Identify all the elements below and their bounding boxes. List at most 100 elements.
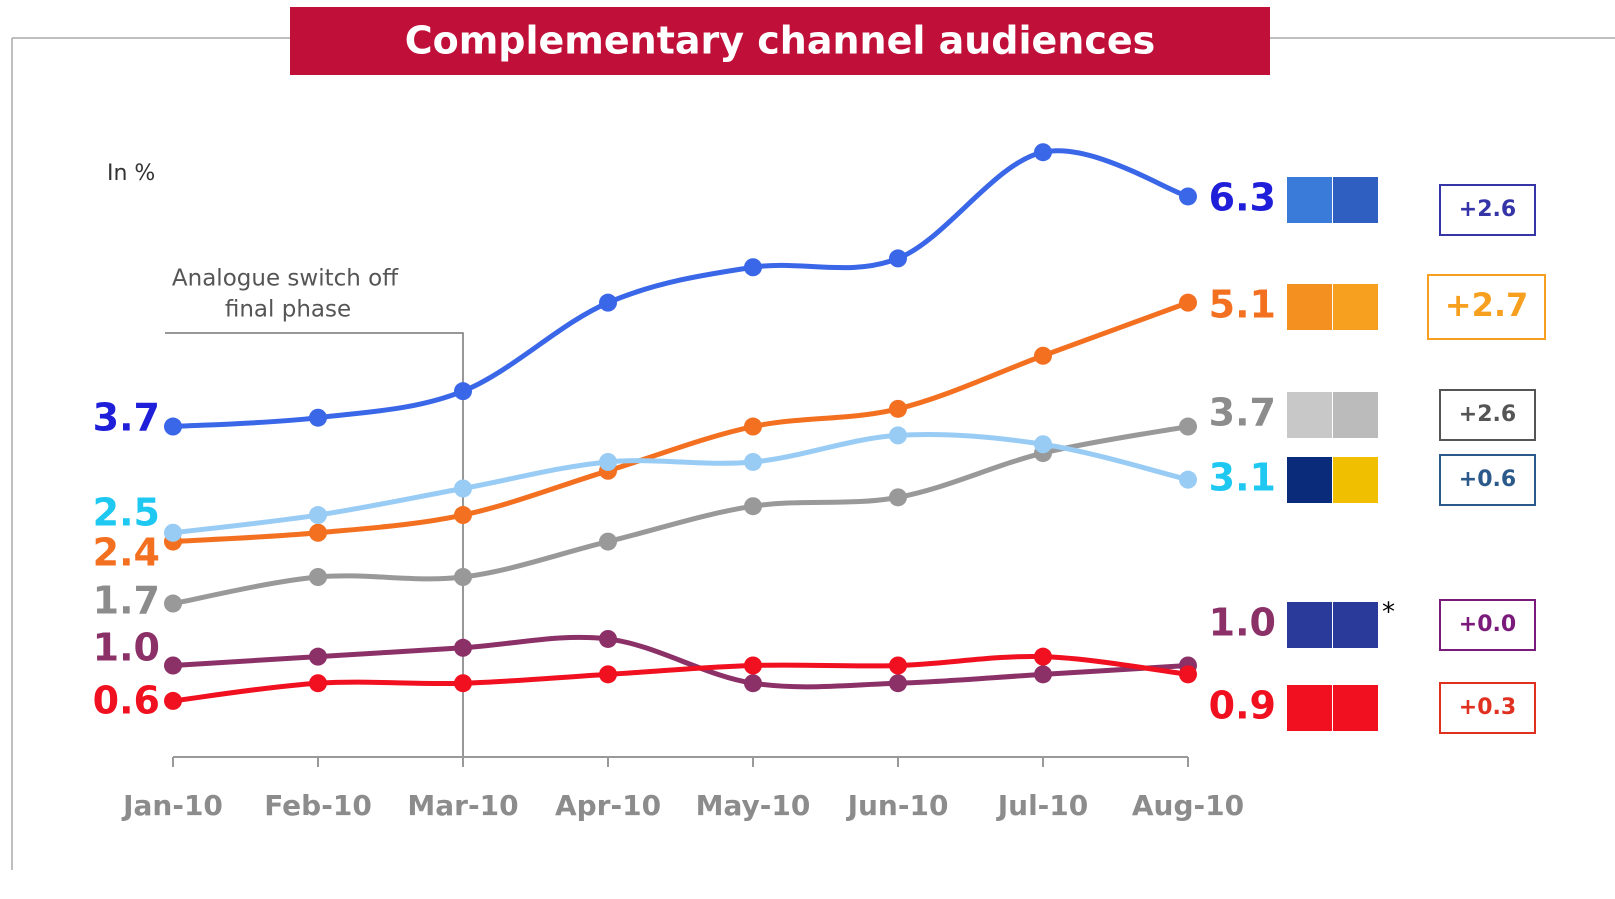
channel-logo bbox=[1333, 457, 1378, 503]
change-box bbox=[1439, 184, 1536, 236]
channel-logo bbox=[1333, 602, 1378, 648]
value-label: 5.1 bbox=[1209, 283, 1276, 327]
data-point bbox=[889, 656, 907, 675]
x-tick-label: Jul-10 bbox=[996, 789, 1089, 822]
data-point bbox=[744, 417, 762, 436]
channel-logo bbox=[1287, 177, 1332, 223]
channel-logo bbox=[1287, 392, 1332, 438]
series-line bbox=[172, 300, 1189, 545]
change-box bbox=[1439, 599, 1536, 651]
data-point bbox=[744, 497, 762, 516]
change-label: +0.3 bbox=[1459, 695, 1516, 720]
value-label: 2.4 bbox=[93, 531, 160, 575]
data-point bbox=[889, 399, 907, 418]
change-label: +0.0 bbox=[1459, 612, 1516, 637]
series-line bbox=[172, 431, 1189, 536]
data-point bbox=[164, 691, 182, 710]
value-label: 0.9 bbox=[1209, 684, 1276, 728]
y-axis-label: In % bbox=[107, 161, 155, 186]
data-point bbox=[454, 479, 472, 498]
channel-logo bbox=[1287, 457, 1332, 503]
x-tick-label: Jan-10 bbox=[121, 789, 223, 822]
data-point bbox=[164, 417, 182, 436]
series-line bbox=[172, 148, 1189, 430]
data-point bbox=[309, 568, 327, 586]
change-box bbox=[1439, 454, 1536, 506]
data-point bbox=[164, 523, 182, 542]
value-label: 1.0 bbox=[1209, 601, 1276, 645]
x-tick-label: Mar-10 bbox=[407, 789, 518, 822]
data-point bbox=[599, 532, 617, 551]
data-point bbox=[889, 488, 907, 507]
data-point bbox=[744, 656, 762, 675]
data-point bbox=[744, 452, 762, 471]
value-label: 3.7 bbox=[1209, 391, 1276, 435]
data-point bbox=[1034, 647, 1052, 666]
data-point bbox=[889, 426, 907, 445]
change-box bbox=[1439, 389, 1536, 441]
channel-logo bbox=[1333, 177, 1378, 223]
data-point bbox=[599, 452, 617, 471]
series-line bbox=[172, 634, 1189, 690]
channel-logo bbox=[1333, 685, 1378, 731]
data-point bbox=[599, 293, 617, 312]
data-point bbox=[1179, 417, 1197, 436]
x-tick-label: Aug-10 bbox=[1132, 789, 1244, 822]
data-point bbox=[1179, 293, 1197, 312]
data-point bbox=[309, 408, 327, 427]
x-tick-label: May-10 bbox=[696, 789, 811, 822]
data-point bbox=[1179, 187, 1197, 206]
value-label: 1.0 bbox=[93, 626, 160, 670]
data-point bbox=[1034, 665, 1052, 684]
data-point bbox=[1034, 346, 1052, 365]
data-point bbox=[1034, 435, 1052, 454]
series-line bbox=[172, 424, 1189, 607]
data-point bbox=[744, 674, 762, 693]
data-point bbox=[1034, 143, 1052, 162]
data-point bbox=[454, 382, 472, 401]
data-point bbox=[889, 674, 907, 693]
value-label: 3.7 bbox=[93, 396, 160, 440]
data-point bbox=[744, 258, 762, 277]
value-label: 2.5 bbox=[93, 491, 160, 535]
channel-logo bbox=[1287, 602, 1332, 648]
channel-logo bbox=[1287, 685, 1332, 731]
data-point bbox=[599, 629, 617, 648]
channel-logo bbox=[1333, 284, 1378, 330]
data-point bbox=[1179, 665, 1197, 684]
annotation: Analogue switch off bbox=[172, 266, 399, 292]
data-point bbox=[599, 665, 617, 684]
x-tick-label: Jun-10 bbox=[846, 789, 949, 822]
data-point bbox=[454, 568, 472, 586]
x-tick-label: Apr-10 bbox=[555, 789, 661, 822]
value-label: 3.1 bbox=[1209, 456, 1276, 500]
change-label: +0.6 bbox=[1459, 467, 1516, 492]
change-box bbox=[1439, 682, 1536, 734]
data-point bbox=[309, 647, 327, 666]
data-point bbox=[454, 674, 472, 693]
data-point bbox=[1179, 470, 1197, 489]
title-banner bbox=[290, 7, 1270, 75]
data-point bbox=[454, 506, 472, 525]
value-label: 0.6 bbox=[93, 679, 160, 723]
data-point bbox=[309, 506, 327, 525]
data-point bbox=[309, 674, 327, 693]
series-line bbox=[172, 653, 1189, 704]
data-point bbox=[454, 638, 472, 657]
channel-logo bbox=[1333, 392, 1378, 438]
change-box bbox=[1427, 274, 1546, 340]
channel-logo bbox=[1287, 284, 1332, 330]
data-point bbox=[309, 523, 327, 542]
x-tick-label: Feb-10 bbox=[264, 789, 372, 822]
change-label: +2.6 bbox=[1459, 197, 1516, 222]
value-label: 6.3 bbox=[1209, 176, 1276, 220]
chart-title: Complementary channel audiences bbox=[405, 19, 1156, 63]
annotation-line bbox=[165, 332, 464, 757]
change-label: +2.7 bbox=[1445, 286, 1529, 324]
asterisk: * bbox=[1382, 598, 1395, 628]
data-point bbox=[889, 249, 907, 268]
change-label: +2.6 bbox=[1459, 402, 1516, 427]
annotation: final phase bbox=[225, 297, 351, 323]
data-point bbox=[164, 656, 182, 675]
